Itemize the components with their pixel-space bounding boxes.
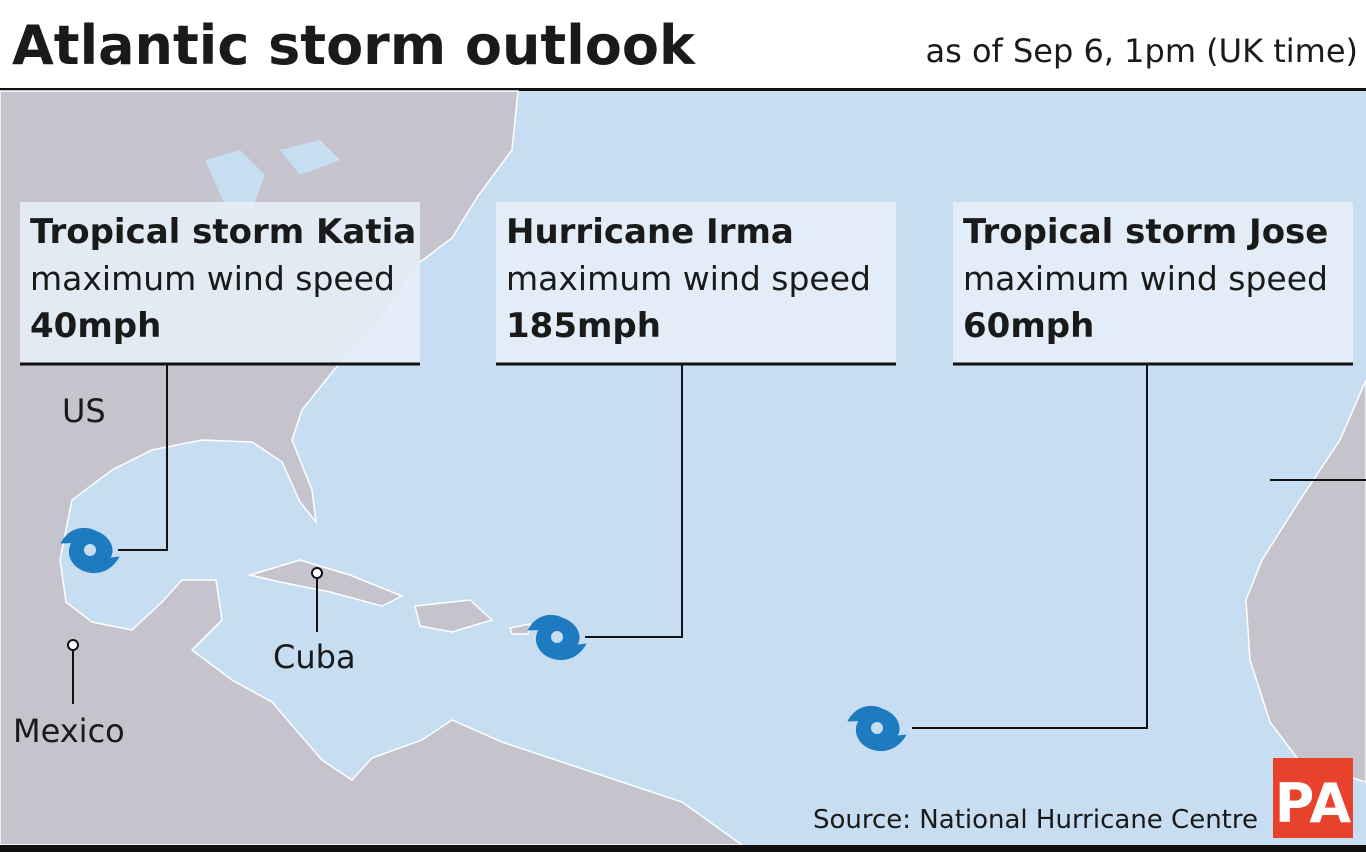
irma-leader [585,365,683,638]
storm-speed: 185mph [506,306,661,346]
logo: PA [1275,772,1352,835]
mexico-dot [67,639,79,651]
storm-box [20,202,420,363]
place-label: Cuba [273,638,356,676]
jose-leader [912,365,1148,729]
storm-label: maximum wind speed [30,259,395,298]
storm-box [496,202,896,363]
subtitle: as of Sep 6, 1pm (UK time) [925,32,1358,70]
storm-speed: 60mph [963,306,1094,346]
logo-box [1273,758,1353,838]
storm-eye [871,722,883,734]
storm-label: maximum wind speed [963,259,1328,298]
storm-name: Tropical storm Jose [963,212,1328,252]
katia-leader [118,365,168,551]
header-rule [0,88,1366,91]
storm-eye [84,544,96,556]
storm-box [953,202,1353,363]
footer-rule [0,845,1366,852]
title: Atlantic storm outlook [12,14,696,77]
leader-lines [67,365,1148,729]
place-label: US [62,392,106,430]
storm-name: Tropical storm Katia [30,212,416,252]
storm-eye [551,631,563,643]
storm-name: Hurricane Irma [506,212,794,252]
source: Source: National Hurricane Centre [813,805,1258,835]
storm-label: maximum wind speed [506,259,871,298]
cuba-dot [311,567,323,579]
place-label: Mexico [13,712,125,750]
storm-speed: 40mph [30,306,161,346]
